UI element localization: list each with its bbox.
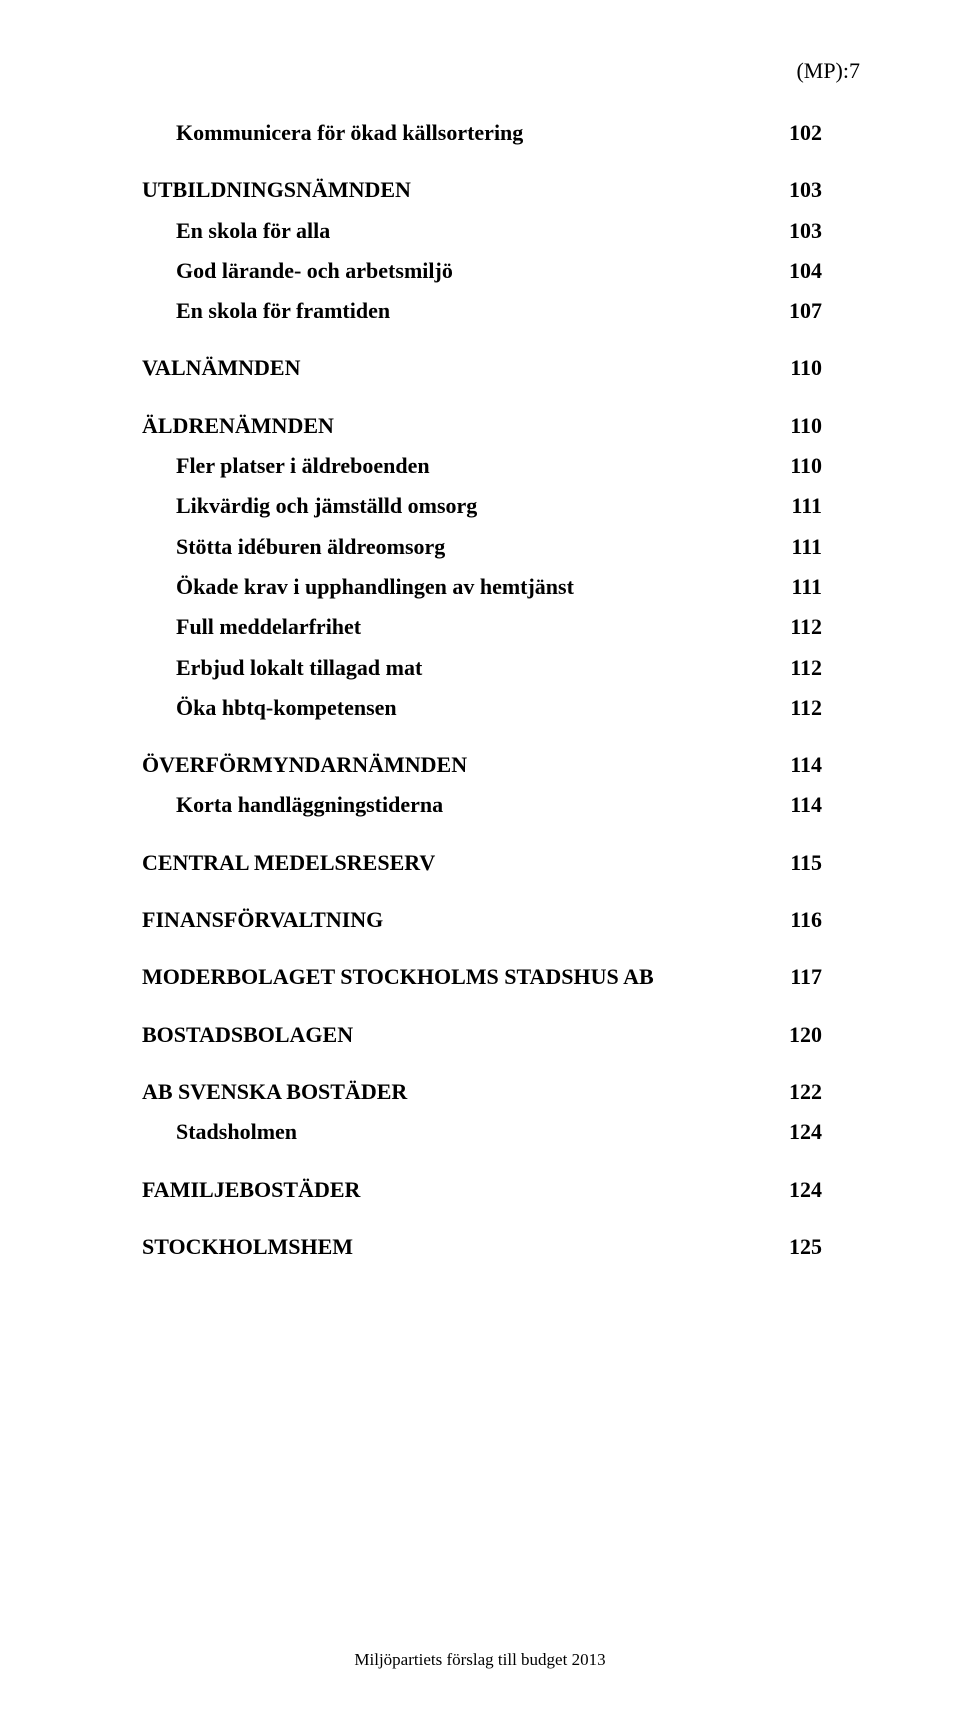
toc-row: Ökade krav i upphandlingen av hemtjänst 1… (142, 574, 822, 599)
toc-label: Erbjud lokalt tillagad mat (142, 655, 422, 680)
toc-row: Fler platser i äldreboenden 110 (142, 453, 822, 478)
table-of-contents: Kommunicera för ökad källsortering 102 UTB… (142, 120, 822, 1259)
toc-label: STOCKHOLMSHEM (142, 1234, 353, 1259)
toc-label: God lärande- och arbetsmiljö (142, 258, 453, 283)
toc-label: Full meddelarfrihet (142, 614, 361, 639)
toc-row: Full meddelarfrihet 112 (142, 614, 822, 639)
toc-label: AB SVENSKA BOSTÄDER (142, 1079, 407, 1104)
toc-page-number: 115 (790, 850, 822, 875)
toc-label: En skola för alla (142, 218, 330, 243)
toc-page-number: 107 (789, 298, 822, 323)
toc-row: En skola för alla 103 (142, 218, 822, 243)
toc-page-number: 117 (790, 964, 822, 989)
toc-page-number: 104 (789, 258, 822, 283)
toc-row: MODERBOLAGET STOCKHOLMS STADSHUS AB 117 (142, 964, 822, 989)
toc-label: En skola för framtiden (142, 298, 390, 323)
toc-row: En skola för framtiden 107 (142, 298, 822, 323)
toc-page-number: 112 (790, 695, 822, 720)
toc-row: UTBILDNINGSNÄMNDEN 103 (142, 177, 822, 202)
toc-label: CENTRAL MEDELSRESERV (142, 850, 435, 875)
toc-page-number: 125 (789, 1234, 822, 1259)
toc-row: God lärande- och arbetsmiljö 104 (142, 258, 822, 283)
toc-page-number: 111 (791, 493, 822, 518)
toc-label: ÄLDRENÄMNDEN (142, 413, 334, 438)
toc-page-number: 120 (789, 1022, 822, 1047)
toc-label: Ökade krav i upphandlingen av hemtjänst (142, 574, 574, 599)
toc-label: ÖVERFÖRMYNDARNÄMNDEN (142, 752, 467, 777)
toc-row: CENTRAL MEDELSRESERV 115 (142, 850, 822, 875)
toc-row: Kommunicera för ökad källsortering 102 (142, 120, 822, 145)
toc-label: Stötta idéburen äldreomsorg (142, 534, 445, 559)
toc-page-number: 110 (790, 413, 822, 438)
toc-label: Fler platser i äldreboenden (142, 453, 430, 478)
toc-page-number: 111 (791, 574, 822, 599)
toc-label: FINANSFÖRVALTNING (142, 907, 383, 932)
toc-label: Kommunicera för ökad källsortering (142, 120, 523, 145)
toc-page-number: 124 (789, 1119, 822, 1144)
header-page-ref: (MP):7 (796, 58, 860, 84)
toc-page-number: 122 (789, 1079, 822, 1104)
toc-row: Öka hbtq-kompetensen 112 (142, 695, 822, 720)
toc-row: FAMILJEBOSTÄDER 124 (142, 1177, 822, 1202)
toc-row: ÄLDRENÄMNDEN 110 (142, 413, 822, 438)
footer-text: Miljöpartiets förslag till budget 2013 (0, 1650, 960, 1670)
toc-row: FINANSFÖRVALTNING 116 (142, 907, 822, 932)
toc-page-number: 110 (790, 453, 822, 478)
toc-page-number: 111 (791, 534, 822, 559)
toc-row: Stötta idéburen äldreomsorg 111 (142, 534, 822, 559)
page: (MP):7 Kommunicera för ökad källsorterin… (0, 0, 960, 1730)
toc-row: Likvärdig och jämställd omsorg 111 (142, 493, 822, 518)
toc-label: MODERBOLAGET STOCKHOLMS STADSHUS AB (142, 964, 654, 989)
toc-page-number: 103 (789, 177, 822, 202)
toc-label: Öka hbtq-kompetensen (142, 695, 397, 720)
toc-label: Stadsholmen (142, 1119, 297, 1144)
toc-row: Korta handläggningstiderna 114 (142, 792, 822, 817)
toc-row: VALNÄMNDEN 110 (142, 355, 822, 380)
toc-page-number: 112 (790, 655, 822, 680)
toc-label: BOSTADSBOLAGEN (142, 1022, 353, 1047)
toc-page-number: 114 (790, 792, 822, 817)
toc-page-number: 116 (790, 907, 822, 932)
toc-label: FAMILJEBOSTÄDER (142, 1177, 360, 1202)
toc-row: AB SVENSKA BOSTÄDER 122 (142, 1079, 822, 1104)
toc-row: Stadsholmen 124 (142, 1119, 822, 1144)
toc-label: Korta handläggningstiderna (142, 792, 443, 817)
toc-label: Likvärdig och jämställd omsorg (142, 493, 477, 518)
toc-page-number: 102 (789, 120, 822, 145)
toc-label: UTBILDNINGSNÄMNDEN (142, 177, 411, 202)
toc-page-number: 124 (789, 1177, 822, 1202)
toc-row: STOCKHOLMSHEM 125 (142, 1234, 822, 1259)
toc-label: VALNÄMNDEN (142, 355, 301, 380)
toc-row: ÖVERFÖRMYNDARNÄMNDEN 114 (142, 752, 822, 777)
toc-page-number: 114 (790, 752, 822, 777)
toc-page-number: 103 (789, 218, 822, 243)
toc-row: BOSTADSBOLAGEN 120 (142, 1022, 822, 1047)
toc-row: Erbjud lokalt tillagad mat 112 (142, 655, 822, 680)
toc-page-number: 112 (790, 614, 822, 639)
toc-page-number: 110 (790, 355, 822, 380)
